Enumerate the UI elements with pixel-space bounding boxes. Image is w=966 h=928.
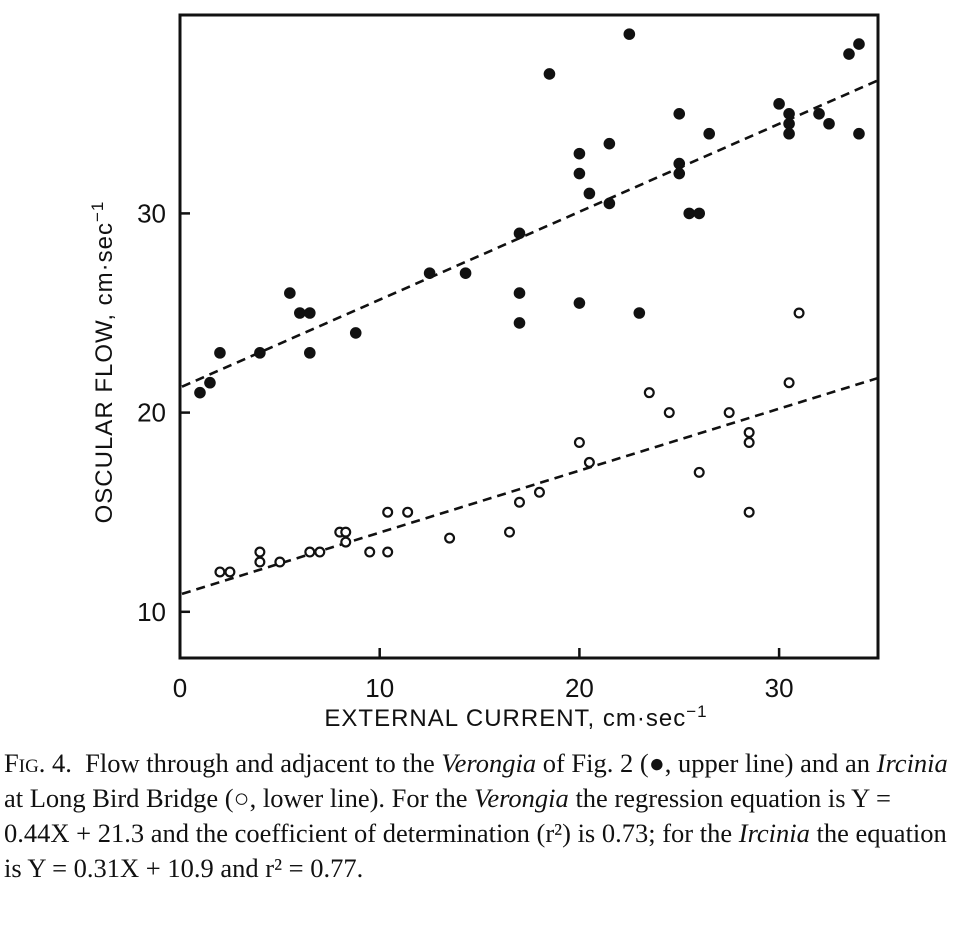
x-tick-label: 20	[565, 673, 594, 703]
verongia-point	[573, 147, 586, 160]
verongia-point	[773, 98, 785, 110]
verongia-point	[853, 127, 865, 140]
verongia-point	[423, 267, 436, 279]
x-tick-label: 10	[365, 673, 394, 703]
verongia-point	[673, 108, 686, 120]
ircinia-point	[340, 526, 352, 538]
ircinia-point	[743, 506, 755, 518]
y-tick-label: 20	[137, 398, 166, 428]
ircinia-point	[573, 436, 585, 448]
ircinia-point	[314, 546, 326, 558]
plot-frame	[178, 13, 880, 660]
verongia-point	[633, 307, 646, 319]
verongia-point	[623, 28, 636, 40]
ircinia-point	[513, 496, 525, 508]
verongia-point	[673, 157, 686, 170]
ircinia-point	[274, 556, 286, 568]
ircinia-point	[382, 546, 394, 558]
ircinia-point	[663, 407, 675, 419]
figure-caption: Fig. 4. Flow through and adjacent to the…	[4, 748, 948, 883]
verongia-point	[583, 187, 596, 200]
verongia-point	[294, 307, 306, 319]
verongia-point	[843, 48, 855, 60]
verongia-point	[459, 267, 472, 279]
verongia-point	[683, 207, 696, 220]
ircinia-point	[743, 427, 755, 439]
verongia-point	[603, 137, 616, 150]
verongia-point	[204, 376, 216, 389]
y-axis-title: OSCULAR FLOW, cm·sec−1	[88, 201, 118, 524]
verongia-point	[573, 167, 586, 180]
y-tick-label: 30	[137, 198, 166, 228]
ircinia-point	[224, 566, 236, 578]
y-tick-label: 10	[137, 597, 166, 627]
x-tick-label: 30	[765, 673, 794, 703]
verongia-point	[783, 127, 795, 140]
verongia-point	[543, 68, 556, 80]
verongia-point	[194, 386, 206, 399]
verongia-point	[573, 297, 586, 309]
ircinia-point	[304, 546, 316, 558]
ircinia-point	[743, 436, 755, 448]
x-axis-ticks: 0 10 20 30	[173, 648, 794, 703]
verongia-point	[304, 347, 316, 359]
ircinia-point	[783, 377, 795, 389]
upper-regression-line	[181, 78, 880, 388]
verongia-point	[513, 227, 526, 240]
verongia-point	[254, 347, 266, 359]
verongia-point	[853, 38, 865, 50]
ircinia-point	[583, 456, 595, 468]
ircinia-point	[382, 506, 394, 518]
verongia-point	[513, 287, 526, 299]
verongia-point	[349, 327, 362, 339]
verongia-point	[673, 167, 686, 180]
verongia-point	[783, 117, 795, 130]
ircinia-point	[793, 307, 805, 319]
verongia-point	[284, 287, 296, 299]
verongia-point	[304, 307, 316, 319]
ircinia-point	[254, 546, 266, 558]
ircinia-point	[214, 566, 226, 578]
verongia-point	[513, 317, 526, 329]
verongia-point	[214, 347, 226, 359]
regression-lines	[181, 78, 880, 596]
ircinia-point	[643, 387, 655, 399]
x-axis-title: EXTERNAL CURRENT, cm·sec−1	[324, 702, 707, 732]
verongia-point	[823, 117, 835, 130]
scatter-chart: 0 10 20 30 10 20 30 EXTERNAL CURRENT, cm·sec−…	[88, 13, 880, 732]
lower-regression-line	[181, 376, 880, 596]
ircinia-point	[693, 466, 705, 478]
ircinia-point	[402, 506, 414, 518]
ircinia-point	[340, 536, 352, 548]
ircinia-point	[533, 486, 545, 498]
ircinia-point	[504, 526, 516, 538]
verongia-point	[783, 108, 795, 120]
data-points	[194, 28, 865, 578]
figure-label: Fig. 4.	[4, 748, 72, 778]
ircinia-point	[723, 407, 735, 419]
ircinia-point	[444, 532, 456, 544]
verongia-point	[703, 127, 716, 140]
y-axis-ticks: 10 20 30	[137, 198, 190, 627]
x-tick-label: 0	[173, 673, 187, 703]
verongia-point	[603, 197, 616, 210]
verongia-point	[813, 108, 825, 120]
ircinia-point	[364, 546, 376, 558]
verongia-point	[693, 207, 706, 220]
ircinia-point	[254, 556, 266, 568]
